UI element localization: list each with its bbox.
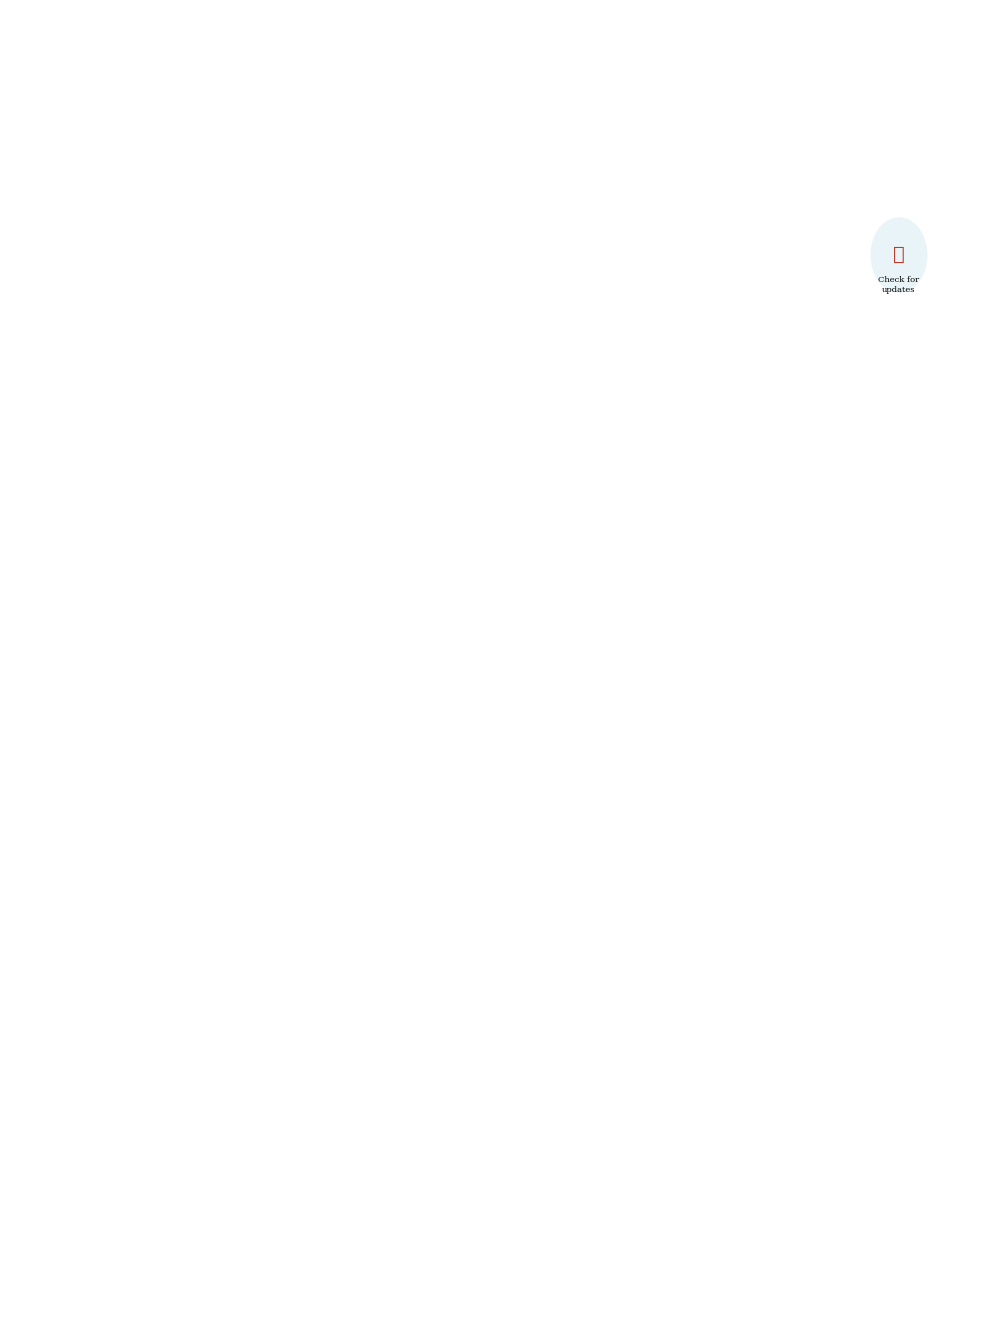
Text: structure-activity relationship study after extending the library: structure-activity relationship study af… <box>508 901 841 910</box>
Text: oxocarbenium ion-like feature with a flattened half-chair confor-: oxocarbenium ion-like feature with a fla… <box>40 836 378 845</box>
Text: retention or inversion of the configuration at the anomeric carbon: retention or inversion of the configurat… <box>40 720 389 729</box>
Text: cosidases [1]. These enzymes cleave glycosidic bonds either by: cosidases [1]. These enzymes cleave glyc… <box>40 706 373 716</box>
Text: Hydrophobic loops: Hydrophobic loops <box>40 593 144 603</box>
Text: Revised 5 January 2018: Revised 5 January 2018 <box>40 433 171 442</box>
Text: state analog using experimental methods described by Bartlett: state analog using experimental methods … <box>508 836 840 845</box>
Text: 1. Introduction: 1. Introduction <box>40 643 152 656</box>
FancyBboxPatch shape <box>885 67 992 192</box>
Text: Check for
updates: Check for updates <box>879 275 920 294</box>
Text: plexity of manipulating the glycosidic bonds in oligosaccharides: plexity of manipulating the glycosidic b… <box>40 680 377 689</box>
Text: graphic data, an in-depth evaluation of the corresponding enzymes: graphic data, an in-depth evaluation of … <box>508 706 861 716</box>
Text: the respective galactonoamidine is responsible for the decisive dif-: the respective galactonoamidine is respo… <box>508 863 860 872</box>
Text: values below 36 nM similar to 1a (Chart 1).: values below 36 nM similar to 1a (Chart … <box>508 992 737 1002</box>
Text: Bioorganic Chemistry 77 (2018) 144–151: Bioorganic Chemistry 77 (2018) 144–151 <box>392 48 600 57</box>
Text: ELSEVIER: ELSEVIER <box>14 172 90 184</box>
Text: are prominent in many diseases [5–7], a detailed knowledge of: are prominent in many diseases [5–7], a … <box>40 771 370 781</box>
Text: of glycoside hydrolyses. The derived compounds often display an: of glycoside hydrolyses. The derived com… <box>40 823 382 832</box>
Text: A R T I C L E   I N F O: A R T I C L E I N F O <box>40 376 165 386</box>
Text: states during the substrate hydrolyses [2]. As β-galactosidases: states during the substrate hydrolyses [… <box>40 758 370 767</box>
Text: to 25 galactonoamidines while installing aglycons that support: to 25 galactonoamidines while installing… <box>508 914 839 923</box>
Text: galactosidase (A. oryzae) [22]. The compounds inhibit the selected: galactosidase (A. oryzae) [22]. The comp… <box>508 785 859 794</box>
Text: * Corresponding authors.: * Corresponding authors. <box>40 1244 166 1253</box>
Text: E-mail addresses: fengwang@uark.edu (F. Wang), susanne.striegler@uark.edu: E-mail addresses: fengwang@uark.edu (F. … <box>40 1257 429 1266</box>
Text: Both mechanisms go through oxocarbenium ion-like transition: Both mechanisms go through oxocarbenium … <box>40 745 369 754</box>
Text: were classified as competitive inhibitors with inhibition constants: were classified as competitive inhibitor… <box>508 954 854 963</box>
Text: ✓: ✓ <box>893 246 905 265</box>
Text: Jessica B. Pickens, Logan G. Mills, Feng Wang: Jessica B. Pickens, Logan G. Mills, Feng… <box>35 315 376 329</box>
FancyBboxPatch shape <box>0 67 100 192</box>
Text: A spectroscopic examination of six galactonoamidines with inhibition constants a: A spectroscopic examination of six galac… <box>315 404 855 413</box>
Text: by a combination of spectroscopic and molecular modeling studies: by a combination of spectroscopic and mo… <box>508 720 859 729</box>
Text: acid residues via their glycon; and exhibit hydrophobic interactions at the oute: acid residues via their glycon; and exhi… <box>315 500 848 509</box>
Circle shape <box>871 218 927 292</box>
Text: mation and a sp2-like character at the anomeric center [8]. Addi-: mation and a sp2-like character at the a… <box>40 849 383 859</box>
Text: © 2018 Elsevier Inc. All rights reserved.: © 2018 Elsevier Inc. All rights reserved… <box>738 529 952 538</box>
Text: their mechanistic function is advantageous.: their mechanistic function is advantageo… <box>40 785 270 794</box>
Text: BIO-ORGANIC
CHEMISTRY: BIO-ORGANIC CHEMISTRY <box>907 111 969 130</box>
Text: dines (1b–g) displayed inhibition constants below 15 nM and IC50: dines (1b–g) displayed inhibition consta… <box>508 979 857 988</box>
Text: Received 25 November 2017: Received 25 November 2017 <box>40 418 199 429</box>
Text: et al. [23,24] It is hypothesized that the nature of the aglycon of: et al. [23,24] It is hypothesized that t… <box>508 849 846 859</box>
Text: The ubiquity of glycosidases in biological systems and the com-: The ubiquity of glycosidases in biologic… <box>40 668 387 676</box>
Text: tioning of the glycon; display a large number of H-bond interactions toward the : tioning of the glycon; display a large n… <box>315 487 871 495</box>
Text: states of enzymatic reactions have been examined by various tech-: states of enzymatic reactions have been … <box>40 914 392 923</box>
Text: (S. Striegler).: (S. Striegler). <box>40 1270 107 1278</box>
Text: β-Galactosidase: β-Galactosidase <box>40 562 126 574</box>
Text: Inhibitor: Inhibitor <box>40 519 88 529</box>
Text: acceptor interactions [18,25]. Although all members in the library: acceptor interactions [18,25]. Although … <box>508 941 857 950</box>
Text: tionally, a positive charge at the location of the ring oxygen atom: tionally, a positive charge at the locat… <box>40 863 383 872</box>
Text: journal homepage: www.elsevier.com/locate/bioorg: journal homepage: www.elsevier.com/locat… <box>345 179 641 188</box>
Text: A common strategy toward this goal relies on the design of inhi-: A common strategy toward this goal relie… <box>40 798 391 807</box>
Text: constants (Ki = 8–60 nM) [22]. However, only p-methylbenzyl: constants (Ki = 8–60 nM) [22]. However, … <box>508 811 832 819</box>
Text: matic glycoside hydrolysis. This hypothesis prompted a detailed: matic glycoside hydrolysis. This hypothe… <box>508 889 845 897</box>
Text: Accepted 9 January 2018: Accepted 9 January 2018 <box>40 447 179 456</box>
Text: Galactonoamidines: Galactonoamidines <box>40 549 145 558</box>
Text: ferences in the stabilization of the transition state during enzy-: ferences in the stabilization of the tra… <box>508 876 841 885</box>
Text: 0045-2068/© 2018 Elsevier Inc. All rights reserved.: 0045-2068/© 2018 Elsevier Inc. All right… <box>40 1306 313 1315</box>
Text: Transition state analogs: Transition state analogs <box>40 533 172 544</box>
Text: In this context, we previously synthesized a small library of 7: In this context, we previously synthesiz… <box>508 758 844 767</box>
Text: Available online 10 January 2018: Available online 10 January 2018 <box>40 462 222 471</box>
Text: was found to be important [9]. Lastly, spacers between glycon: was found to be important [9]. Lastly, s… <box>40 876 367 885</box>
Text: Contents lists available at: Contents lists available at <box>298 95 447 105</box>
Text: Department of Chemistry and Biochemistry, University of Arkansas, 345 N Campus D: Department of Chemistry and Biochemistry… <box>35 339 638 348</box>
Text: the experimental results was elaborated using docking and molecular dynamics stu: the experimental results was elaborated … <box>315 445 856 454</box>
Text: Molecular dynamics: Molecular dynamics <box>40 578 151 589</box>
Text: A B S T R A C T: A B S T R A C T <box>315 376 406 386</box>
Text: https://doi.org/10.1016/j.bioorg.2018.01.012: https://doi.org/10.1016/j.bioorg.2018.01… <box>40 1290 275 1299</box>
Text: β-galactosidase competitively and show low nanomolar inhibition: β-galactosidase competitively and show l… <box>508 798 851 807</box>
Text: atom of a glycoside substrate in a SN1 or SN2-like manner [2–4].: atom of a glycoside substrate in a SN1 o… <box>40 733 384 741</box>
Text: with small changes of the position and orientation of their respective aglycons.: with small changes of the position and o… <box>315 513 732 523</box>
FancyBboxPatch shape <box>0 192 992 206</box>
Text: transition state analogs for the hydrolysis of β-galactosides by β-galactosidase: transition state analogs for the hydroly… <box>315 431 870 441</box>
Text: Keywords:: Keywords: <box>40 504 102 516</box>
Text: the combined observations reveals several common factors of the compounds sugges: the combined observations reveals severa… <box>315 459 850 468</box>
Text: , Susanne Striegler: , Susanne Striegler <box>424 315 566 329</box>
Text: Article history:: Article history: <box>40 402 131 414</box>
Text: tions of residues within the active sites [15] in combination with: tions of residues within the active site… <box>508 680 846 689</box>
Text: *: * <box>416 311 423 324</box>
Text: state analogs (TSAs); the putative TSAs have a similar orientation in the active: state analogs (TSAs); the putative TSAs … <box>315 472 873 482</box>
Text: molecular dynamics simulations [16]. In the absence of crystallo-: molecular dynamics simulations [16]. In … <box>508 693 851 703</box>
Text: of new drugs in future therapeutic treatments [17–21].: of new drugs in future therapeutic treat… <box>508 745 798 754</box>
Text: ScienceDirect: ScienceDirect <box>449 95 528 105</box>
Text: galactonoamidine (1a) was characterized as a putative transition: galactonoamidine (1a) was characterized … <box>508 823 850 832</box>
Text: niques including studies based on spectroscopic evaluations [11],: niques including studies based on spectr… <box>40 927 386 937</box>
Text: galactonoamidines and evaluated their ability to inhibit β-: galactonoamidines and evaluated their ab… <box>508 771 812 781</box>
Text: *: * <box>571 311 577 324</box>
FancyBboxPatch shape <box>100 67 785 192</box>
Text: kinetic isotope effects [12], X-ray diffraction [13,14], and muta-: kinetic isotope effects [12], X-ray diff… <box>508 668 841 676</box>
Text: hydrophobic, hydrophilic, π-π stacking and H-bond donor or: hydrophobic, hydrophilic, π-π stacking a… <box>508 927 825 937</box>
Text: for enzymatic β-galactoside hydrolysis: for enzymatic β-galactoside hydrolysis <box>35 277 496 299</box>
Text: nanomolar concentration range (Ki = 6–11 nM, K50 = 12–36 nM) suggested only two : nanomolar concentration range (Ki = 6–11… <box>315 417 870 426</box>
Text: and aglycon of the inhibitors were designed to mimic the lengthen-: and aglycon of the inhibitors were desig… <box>40 889 394 897</box>
Text: indicate a need for evaluating mechanistic details of specific gly-: indicate a need for evaluating mechanist… <box>40 693 381 703</box>
Text: is often used to provide mechanistic insights for the development: is often used to provide mechanistic ins… <box>508 733 853 741</box>
Text: Bioorganic Chemistry: Bioorganic Chemistry <box>324 131 662 163</box>
Text: Evaluating hydrophobic galactonoamidines as transition state analogs: Evaluating hydrophobic galactonoamidines… <box>35 243 885 266</box>
Text: in the nanomolar concentration range [24], only six of those ami-: in the nanomolar concentration range [24… <box>508 967 851 975</box>
Text: ing of the glycosidic bond during cleavage [9,10]. The transition: ing of the glycosidic bond during cleava… <box>40 901 378 910</box>
Text: bitors possessing currently known features of the transition states: bitors possessing currently known featur… <box>40 811 391 819</box>
